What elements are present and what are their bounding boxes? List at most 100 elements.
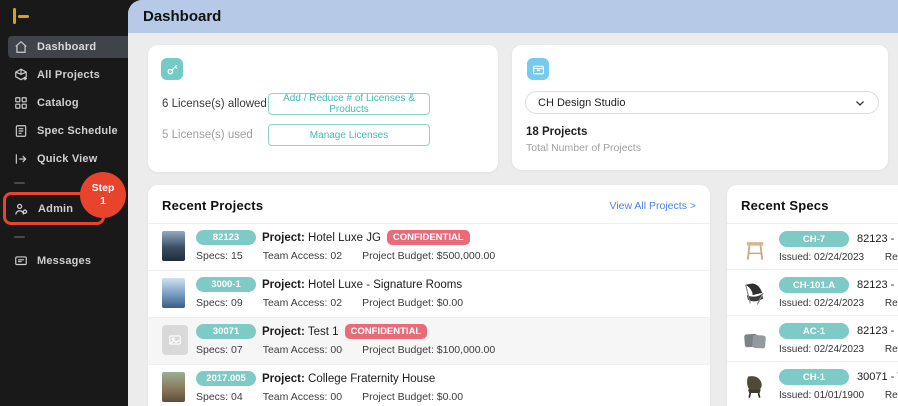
project-code-badge: 2017.005 <box>196 371 256 386</box>
project-name-text: Hotel Luxe JG <box>308 231 381 244</box>
project-name-text: Test 1 <box>307 325 339 338</box>
spec-project-name: 82123 - Hotel L <box>857 233 898 245</box>
confidential-badge: CONFIDENTIAL <box>344 324 428 339</box>
step-badge-number: 1 <box>100 195 106 207</box>
sidebar-item-all-projects[interactable]: All Projects <box>8 64 128 86</box>
quick-view-arrow-icon <box>15 154 27 164</box>
sidebar-item-dashboard[interactable]: Dashboard <box>8 36 128 58</box>
project-name: Project: Test 1 <box>262 326 339 338</box>
view-all-projects-link[interactable]: View All Projects > <box>609 199 696 212</box>
sidebar-item-label: Catalog <box>37 97 79 109</box>
spec-revised-date: Revised: 02/23/2 <box>884 298 898 309</box>
licenses-used-row: 5 License(s) used Manage Licenses <box>162 123 484 147</box>
spec-meta: Issued: 01/01/1900 Revised: <box>779 390 898 401</box>
project-thumbnail <box>162 278 185 308</box>
project-row[interactable]: 30071 Project: Test 1 CONFIDENTIAL Specs… <box>148 317 710 364</box>
project-meta: Specs: 07 Team Access: 00 Project Budget… <box>196 344 710 356</box>
project-meta: Specs: 09 Team Access: 02 Project Budget… <box>196 297 710 309</box>
license-card: 6 License(s) allowed Add / Reduce # of L… <box>148 45 498 172</box>
spec-meta: Issued: 02/24/2023 Revised: 02/23/2 <box>779 298 898 309</box>
catalog-grid-icon <box>15 97 27 109</box>
project-label: Project: <box>262 325 305 338</box>
sidebar-item-label: Quick View <box>37 153 98 165</box>
project-meta: Specs: 15 Team Access: 02 Project Budget… <box>196 250 710 262</box>
project-name: Project: Hotel Luxe JG <box>262 232 381 244</box>
manage-licenses-button[interactable]: Manage Licenses <box>268 124 430 146</box>
spec-revised-date: Revised: <box>884 390 898 401</box>
project-team-access: Team Access: 00 <box>262 344 343 356</box>
project-row[interactable]: 82123 Project: Hotel Luxe JG CONFIDENTIA… <box>148 223 710 270</box>
admin-user-gear-icon <box>15 203 28 215</box>
spec-meta: Issued: 02/24/2023 Revised: <box>779 252 898 263</box>
spec-meta: Issued: 02/24/2023 Revised: 02/23/2 <box>779 344 898 355</box>
confidential-badge: CONFIDENTIAL <box>386 230 470 245</box>
project-thumbnail <box>162 372 185 402</box>
project-specs-count: Specs: 07 <box>196 344 243 356</box>
sidebar-item-label: Dashboard <box>37 41 97 53</box>
spec-revised-date: Revised: 02/23/2 <box>884 344 898 355</box>
sidebar-item-messages[interactable]: Messages <box>8 250 128 272</box>
key-icon <box>161 58 183 80</box>
sidebar: Dashboard All Projects Catalog Spec Sche… <box>0 0 128 406</box>
spec-row[interactable]: CH-7 82123 - Hotel L Issued: 02/24/2023 … <box>727 223 898 269</box>
project-specs-count: Specs: 15 <box>196 250 243 262</box>
project-team-access: Team Access: 02 <box>262 297 343 309</box>
project-label: Project: <box>262 372 305 385</box>
home-icon <box>15 40 27 53</box>
project-name-text: Hotel Luxe - Signature Rooms <box>308 278 463 291</box>
sidebar-item-quick-view[interactable]: Quick View <box>8 148 128 170</box>
spec-code-badge: CH-1 <box>779 369 849 385</box>
recent-projects-title: Recent Projects <box>162 198 264 213</box>
step-badge-word: Step <box>91 182 115 195</box>
project-budget: Project Budget: $500,000.00 <box>362 250 496 262</box>
project-code-badge: 82123 <box>196 230 256 245</box>
project-meta: Specs: 04 Team Access: 00 Project Budget… <box>196 391 710 403</box>
spec-row[interactable]: CH-1 30071 - Test 1 Issued: 01/01/1900 R… <box>727 361 898 406</box>
spec-row[interactable]: AC-1 82123 - Hotel L Issued: 02/24/2023 … <box>727 315 898 361</box>
sidebar-divider <box>14 236 25 238</box>
company-select-dropdown[interactable]: CH Design Studio <box>525 91 879 114</box>
sidebar-divider <box>14 182 25 184</box>
spec-code-badge: CH-101.A <box>779 277 849 293</box>
sidebar-item-admin[interactable]: Admin <box>8 198 128 220</box>
sidebar-item-spec-schedule[interactable]: Spec Schedule <box>8 120 128 142</box>
project-row[interactable]: 3000-1 Project: Hotel Luxe - Signature R… <box>148 270 710 317</box>
project-row[interactable]: 2017.005 Project: College Fraternity Hou… <box>148 364 710 406</box>
licenses-used-label: 5 License(s) used <box>162 129 253 141</box>
step-1-badge: Step 1 <box>80 172 126 218</box>
sidebar-item-catalog[interactable]: Catalog <box>8 92 128 114</box>
project-code-badge: 30071 <box>196 324 256 339</box>
spec-issued-date: Issued: 02/24/2023 <box>779 252 865 263</box>
add-reduce-licenses-button[interactable]: Add / Reduce # of Licenses & Products <box>268 93 430 115</box>
recent-projects-header: Recent Projects View All Projects > <box>148 185 710 223</box>
recent-specs-title: Recent Specs <box>741 198 829 213</box>
project-team-access: Team Access: 00 <box>262 391 343 403</box>
spec-project-name: 82123 - Hotel L <box>857 279 898 291</box>
chevron-down-icon <box>856 100 864 106</box>
spec-project-name: 30071 - Test 1 <box>857 371 898 383</box>
spec-revised-date: Revised: <box>884 252 898 263</box>
spec-row[interactable]: CH-101.A 82123 - Hotel L Issued: 02/24/2… <box>727 269 898 315</box>
main-content: Dashboard 6 License(s) allowed Add / Red… <box>128 0 898 406</box>
project-thumbnail-placeholder <box>162 325 188 355</box>
project-budget: Project Budget: $0.00 <box>362 297 464 309</box>
project-name: Project: Hotel Luxe - Signature Rooms <box>262 279 462 291</box>
spec-thumbnail-chair <box>739 278 771 310</box>
sidebar-collapse-icon[interactable] <box>13 8 31 24</box>
licenses-allowed-label: 6 License(s) allowed <box>162 98 267 110</box>
project-team-access: Team Access: 02 <box>262 250 343 262</box>
spec-code-badge: CH-7 <box>779 231 849 247</box>
recent-projects-card: Recent Projects View All Projects > 8212… <box>148 185 710 406</box>
sidebar-item-label: Messages <box>37 255 92 267</box>
spec-issued-date: Issued: 01/01/1900 <box>779 390 865 401</box>
spec-project-name: 82123 - Hotel L <box>857 325 898 337</box>
project-budget: Project Budget: $0.00 <box>362 391 464 403</box>
page-header: Dashboard <box>128 0 898 33</box>
sidebar-item-label: All Projects <box>37 69 100 81</box>
logo-bar-horizontal <box>18 15 29 18</box>
sidebar-item-label: Admin <box>38 203 74 215</box>
spec-thumbnail-armchair <box>739 370 771 402</box>
spec-code-badge: AC-1 <box>779 323 849 339</box>
company-card: CH Design Studio 18 Projects Total Numbe… <box>512 45 888 170</box>
project-specs-count: Specs: 09 <box>196 297 243 309</box>
